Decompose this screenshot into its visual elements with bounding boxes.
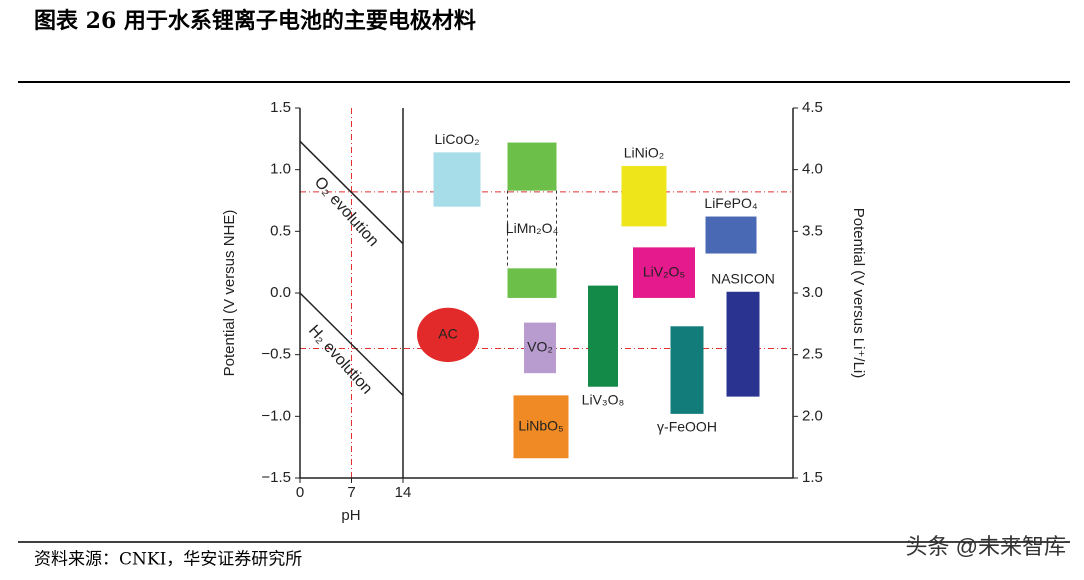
watermark: 头条 @未来智库 <box>906 534 1066 559</box>
material-label: LiFePO₄ <box>704 195 757 211</box>
x-tick-label: 14 <box>395 484 412 501</box>
y-tick-label: 1.0 <box>270 161 291 178</box>
material-label: LiCoO₂ <box>434 131 479 147</box>
material-label: LiV₂O₅ <box>643 263 685 279</box>
evolution-line <box>299 292 404 396</box>
x-tick-label: 0 <box>296 484 304 501</box>
range-connector <box>507 190 557 269</box>
y2-tick-label: 2.0 <box>802 407 823 424</box>
material-range <box>524 322 556 374</box>
material-range <box>633 247 695 298</box>
material-range <box>705 216 757 254</box>
y-tick-label: 0.0 <box>270 284 291 301</box>
material-range <box>433 152 481 207</box>
y2-tick-label: 3.5 <box>802 222 823 239</box>
y-tick-label: 1.5 <box>270 99 291 116</box>
material-label: NASICON <box>711 270 775 286</box>
y2-tick-label: 4.0 <box>802 161 823 178</box>
y-tick-label: 0.5 <box>270 222 291 239</box>
x-axis-title: pH <box>341 507 360 524</box>
material-range <box>726 291 760 397</box>
material-range <box>621 165 667 227</box>
x-tick-label: 7 <box>347 484 355 501</box>
material-range <box>513 395 569 459</box>
material-label: LiV₃O₈ <box>582 391 625 407</box>
material-label: AC <box>438 326 457 342</box>
material-range <box>507 268 557 298</box>
material-range <box>670 326 704 414</box>
y-tick-label: −1.0 <box>261 407 291 424</box>
y2-tick-label: 1.5 <box>802 469 823 486</box>
material-label: LiNbO₅ <box>518 418 563 434</box>
material-label: LiMn₂O₄ <box>506 220 559 236</box>
y-tick-label: −1.5 <box>261 469 291 486</box>
y2-tick-label: 3.0 <box>802 284 823 301</box>
material-range <box>507 142 557 191</box>
y2-tick-label: 4.5 <box>802 99 823 116</box>
y2-tick-label: 2.5 <box>802 346 823 363</box>
evolution-line <box>299 140 404 245</box>
y-tick-label: −0.5 <box>261 346 291 363</box>
source: 资料来源：CNKI，华安证券研究所 <box>34 550 302 570</box>
title: 图表 26 用于水系锂离子电池的主要电极材料 <box>34 8 476 34</box>
y-axis-title: Potential (V versus NHE) <box>221 210 238 377</box>
material-range <box>417 307 479 363</box>
y2-axis-title: Potential (V versus Li⁺/Li) <box>850 208 867 379</box>
material-label: VO₂ <box>527 339 553 355</box>
material-label: LiNiO₂ <box>624 145 664 161</box>
material-range <box>588 285 618 387</box>
material-label: γ-FeOOH <box>657 419 717 435</box>
